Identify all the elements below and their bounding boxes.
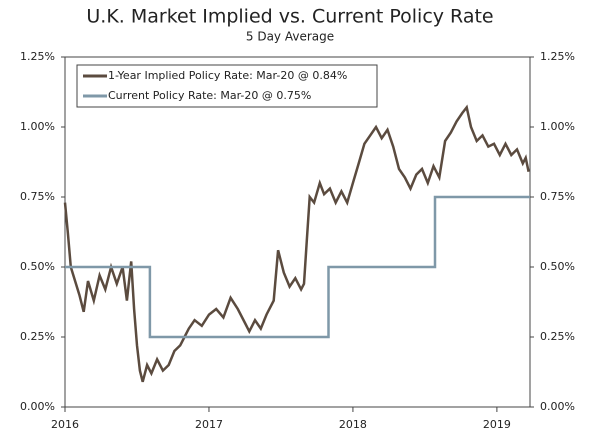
- x-tick-label: 2018: [339, 418, 367, 431]
- y-tick-label: 1.00%: [20, 120, 55, 133]
- y2-tick-label: 1.25%: [540, 50, 575, 63]
- y-tick-label: 0.25%: [20, 330, 55, 343]
- chart-title: U.K. Market Implied vs. Current Policy R…: [86, 6, 493, 28]
- plot-frame: [64, 56, 531, 408]
- y-tick-label: 1.25%: [20, 50, 55, 63]
- y2-tick-label: 0.75%: [540, 190, 575, 203]
- y2-tick-label: 0.50%: [540, 260, 575, 273]
- series-line: [65, 195, 530, 339]
- x-tick-label: 2016: [51, 418, 79, 431]
- legend-label: 1-Year Implied Policy Rate: Mar-20 @ 0.8…: [108, 69, 347, 82]
- y2-tick-label: 0.25%: [540, 330, 575, 343]
- legend-label: Current Policy Rate: Mar-20 @ 0.75%: [108, 89, 311, 102]
- series-line: [63, 104, 530, 383]
- y-tick-label: 0.50%: [20, 260, 55, 273]
- y-tick-label: 0.00%: [20, 400, 55, 413]
- y2-tick-label: 1.00%: [540, 120, 575, 133]
- y2-tick-label: 0.00%: [540, 400, 575, 413]
- x-tick-label: 2017: [195, 418, 223, 431]
- legend-box: [76, 64, 378, 108]
- x-tick-label: 2019: [483, 418, 511, 431]
- chart-subtitle: 5 Day Average: [246, 30, 334, 44]
- y-tick-label: 0.75%: [20, 190, 55, 203]
